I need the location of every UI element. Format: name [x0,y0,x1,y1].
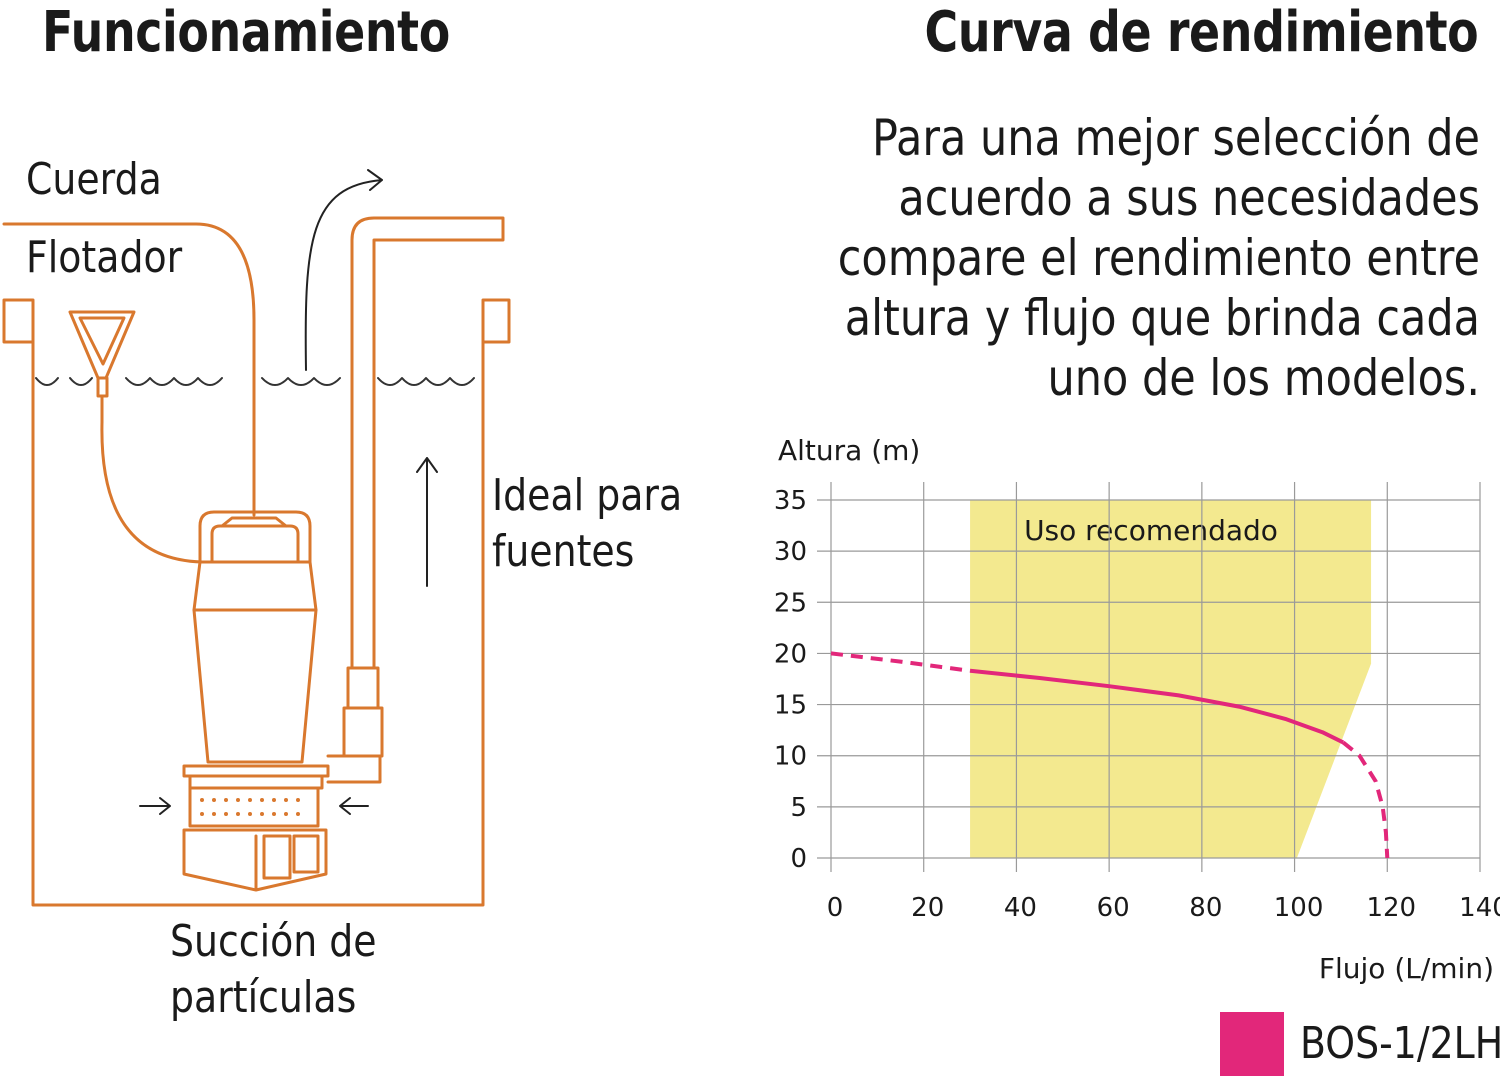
description-line: Para una mejor selección de [872,109,1480,167]
recommended-zone [970,500,1372,858]
series-line [969,668,1345,745]
fountain-label-line: fuentes [492,526,635,577]
suction-label: Succión de partículas [170,914,377,1026]
up-arrow [416,457,438,587]
left-panel-title: Funcionamiento [42,0,450,65]
y-tick-label: 25 [774,588,807,618]
x-tick-label: 40 [1004,893,1037,923]
x-tick-label: 80 [1189,893,1222,923]
tank-right-lip [481,298,511,344]
pump-base-ring [182,764,330,790]
float-cable [100,420,204,564]
x-tick-label: 140 [1459,893,1500,923]
water-surface [35,377,475,386]
y-axis-label: Altura (m) [778,434,920,467]
tank-left-wall [2,298,485,907]
suction-arrow-right [339,797,369,815]
y-tick-label: 35 [774,486,807,516]
chart-legend: BOS-1/2LH [1220,1012,1500,1076]
suction-label-line: Succión de [170,916,377,967]
chart-description: Para una mejor selección de acuerdo a su… [775,108,1480,408]
x-tick-label: 100 [1274,893,1324,923]
outlet-elbow [326,754,382,784]
fountain-label-line: Ideal para [492,470,683,521]
fountain-label: Ideal para fuentes [492,468,682,580]
y-tick-label: 20 [774,639,807,669]
description-line: altura y flujo que brinda cada [844,289,1480,347]
legend-swatch [1220,1012,1284,1076]
description-line: acuerdo a sus necesidades [898,169,1480,227]
legend-label: BOS-1/2LH [1300,1018,1500,1069]
cord [2,222,256,517]
float-stem [96,376,109,424]
outlet-pipe [350,216,505,670]
intake-holes [200,798,300,816]
description-line: compare el rendimiento entre [837,229,1480,287]
recommended-zone-label: Uso recomendado [1024,514,1278,547]
y-tick-label: 0 [790,844,807,874]
x-axis-label: Flujo (L/min) [1319,952,1494,985]
pump-foot [182,828,328,892]
x-tick-label: 0 [827,893,844,923]
performance-chart: Uso recomendado 0 20 40 60 80 100 120 140 0 5 10 15… [774,434,1500,985]
float [68,310,136,380]
series-dashed-start [830,651,971,673]
suction-arrow-left [139,797,171,815]
pump-diagram [2,169,511,907]
pump-handle [198,510,312,564]
flow-arrows [139,169,438,815]
outflow-arrow [304,169,383,371]
chart-section-title: Curva de rendimiento [924,0,1478,65]
pump-body [192,608,318,764]
y-tick-label: 30 [774,537,807,567]
outlet-coupling [342,666,384,758]
y-tick-label: 10 [774,742,807,772]
suction-label-line: partículas [170,972,357,1023]
x-tick-label: 120 [1366,893,1416,923]
cord-label: Cuerda [26,154,162,205]
x-tick-label: 20 [911,893,944,923]
description-line: uno de los modelos. [1047,349,1480,407]
y-tick-label: 5 [790,793,807,823]
y-tick-label: 15 [774,691,807,721]
float-label: Flotador [26,232,183,283]
series-dashed-end [1341,740,1390,859]
pump-handle-knob [220,516,288,528]
float-inner [78,316,126,366]
pump-top [192,560,318,612]
x-tick-label: 60 [1097,893,1130,923]
pump-intake [188,786,320,828]
